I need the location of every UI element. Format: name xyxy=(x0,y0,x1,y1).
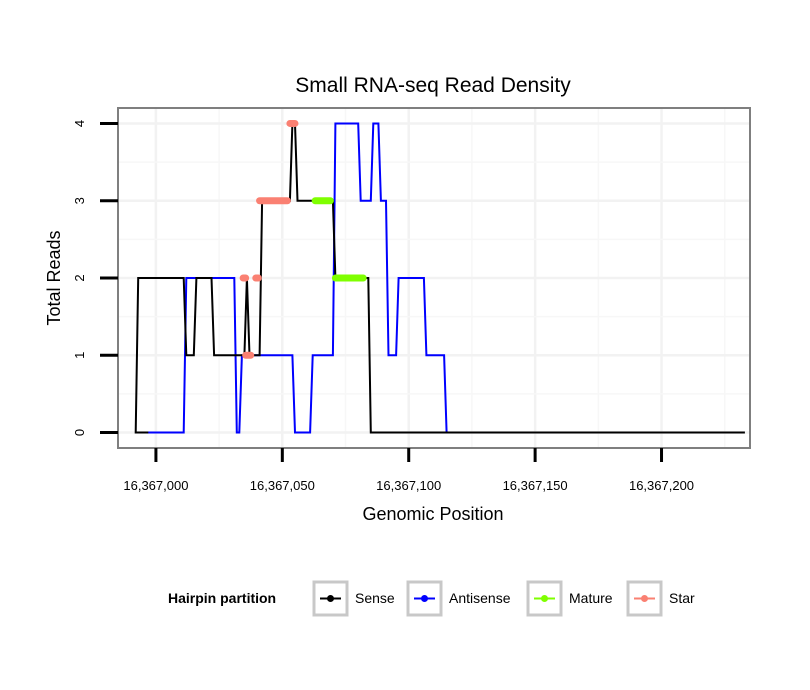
y-tick-label: 2 xyxy=(72,274,87,281)
y-tick-label: 1 xyxy=(72,352,87,359)
legend-item-star: Star xyxy=(626,580,695,617)
legend-label: Mature xyxy=(569,590,613,606)
legend-key-point xyxy=(421,595,428,602)
legend-key-point xyxy=(541,595,548,602)
antisense-series-line xyxy=(138,122,624,434)
x-tick-label: 16,367,050 xyxy=(250,478,315,493)
plot-panel xyxy=(117,107,751,449)
legend-item-sense: Sense xyxy=(312,580,395,617)
legend-item-antisense: Antisense xyxy=(406,580,511,617)
y-tick-label: 3 xyxy=(72,197,87,204)
x-tick-label: 16,367,150 xyxy=(503,478,568,493)
y-axis: 0 1 2 3 4 xyxy=(72,120,118,436)
x-tick-label: 16,367,000 xyxy=(123,478,188,493)
legend-key-point xyxy=(327,595,334,602)
y-tick-label: 4 xyxy=(72,120,87,127)
legend: Hairpin partition Sense Antisense Mature St… xyxy=(168,580,695,617)
legend-key-point xyxy=(641,595,648,602)
legend-item-mature: Mature xyxy=(526,580,613,617)
legend-label: Sense xyxy=(355,590,395,606)
y-tick-label: 0 xyxy=(72,429,87,436)
legend-label: Star xyxy=(669,590,695,606)
x-axis-title: Genomic Position xyxy=(362,504,503,524)
legend-title: Hairpin partition xyxy=(168,590,276,606)
x-tick-label: 16,367,100 xyxy=(376,478,441,493)
x-tick-label: 16,367,200 xyxy=(629,478,694,493)
chart-title: Small RNA-seq Read Density xyxy=(295,74,571,97)
legend-label: Antisense xyxy=(449,590,511,606)
y-axis-title: Total Reads xyxy=(44,230,64,325)
x-axis: 16,367,000 16,367,050 16,367,100 16,367,150… xyxy=(123,448,694,493)
